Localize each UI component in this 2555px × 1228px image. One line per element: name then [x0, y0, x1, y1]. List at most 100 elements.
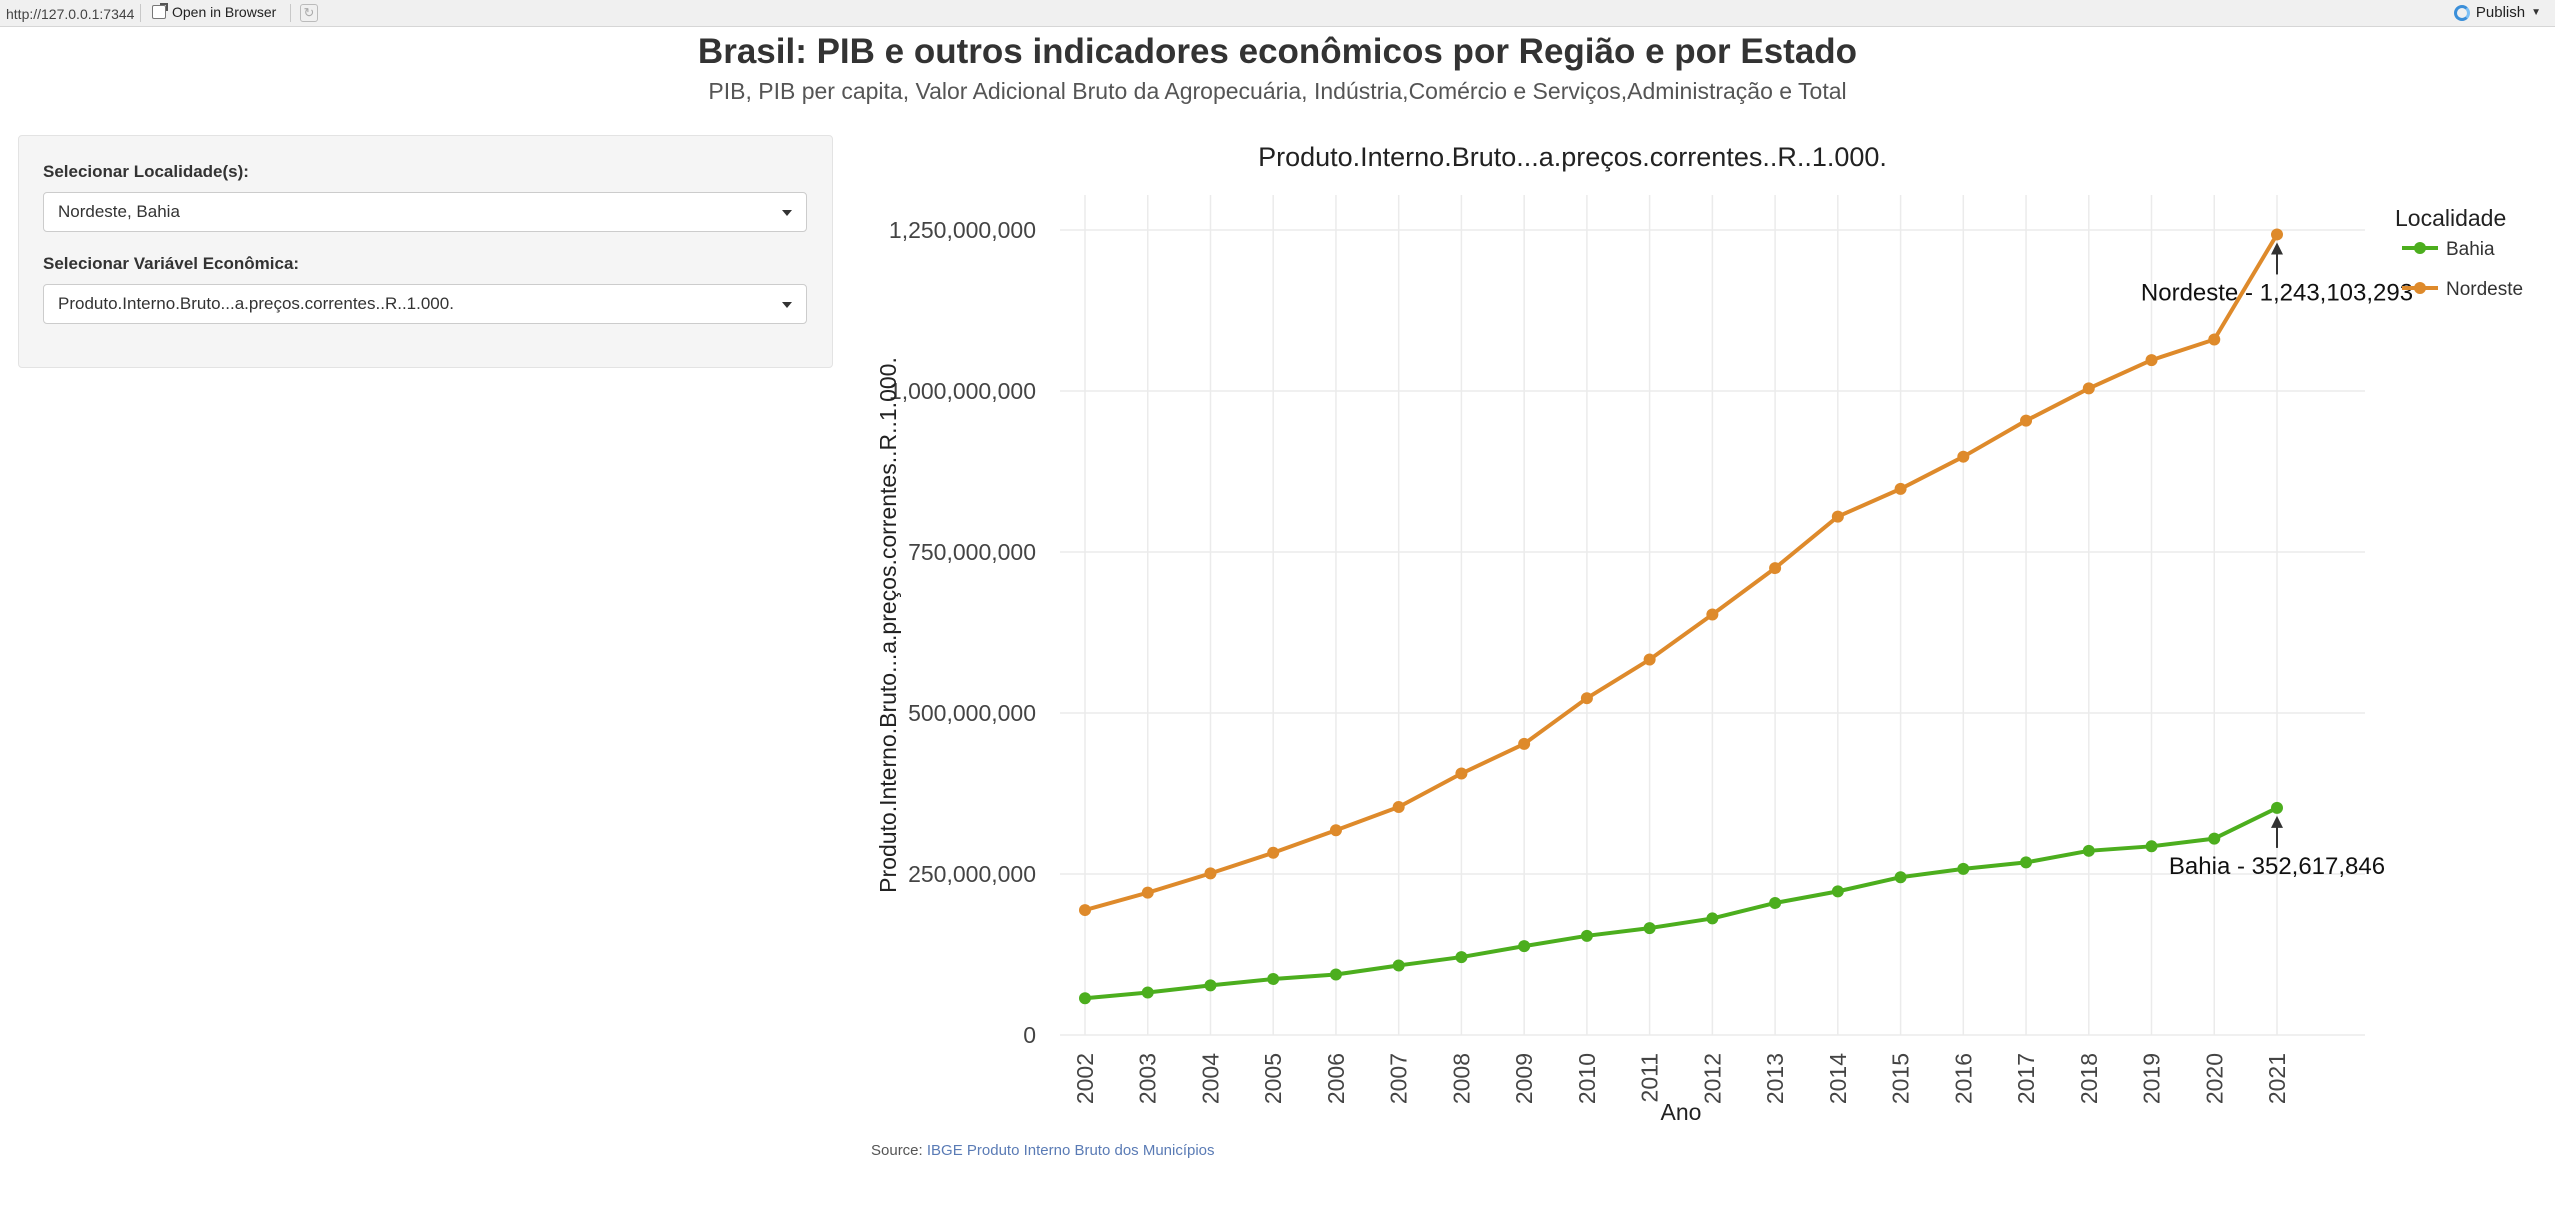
localidade-select[interactable]: Nordeste, Bahia: [43, 192, 807, 232]
chevron-down-icon: [782, 210, 792, 216]
legend-title: Localidade: [2395, 205, 2506, 231]
data-point-bahia: [2271, 801, 2283, 814]
y-tick-label: 500,000,000: [908, 700, 1036, 726]
data-point-nordeste: [1769, 562, 1782, 575]
x-tick-label: 2021: [2264, 1053, 2290, 1104]
chart-legend: Localidade Bahia Nordeste: [2395, 205, 2523, 300]
chart-title: Produto.Interno.Bruto...a.preços.corrent…: [1258, 142, 1887, 172]
external-window-icon: [152, 3, 168, 19]
x-tick-label: 2006: [1323, 1053, 1349, 1104]
y-tick-label: 0: [1023, 1022, 1036, 1048]
x-tick-label: 2016: [1950, 1053, 1976, 1104]
publish-label: Publish: [2475, 4, 2526, 21]
data-point-bahia: [2082, 844, 2095, 857]
toolbar-divider: [290, 4, 291, 22]
annotation-nordeste: Nordeste - 1,243,103,293: [2141, 242, 2413, 306]
x-tick-label: 2009: [1511, 1053, 1537, 1104]
variavel-selected-value: Produto.Interno.Bruto...a.preços.corrent…: [58, 294, 454, 313]
data-point-bahia: [1894, 871, 1907, 884]
browser-toolbar: http://127.0.0.1:7344 Open in Browser ↻ …: [0, 0, 2555, 27]
x-tick-label: 2019: [2139, 1053, 2165, 1104]
series-line-bahia: [1084, 806, 2278, 1001]
data-point-nordeste: [2208, 333, 2221, 346]
x-tick-label: 2018: [2076, 1053, 2102, 1104]
data-point-bahia: [1079, 992, 1091, 1005]
data-point-bahia: [1957, 862, 1970, 875]
y-tick-label: 1,000,000,000: [889, 378, 1036, 404]
open-in-browser-label: Open in Browser: [172, 4, 277, 20]
data-point-bahia: [1580, 929, 1593, 942]
data-point-bahia: [1769, 896, 1782, 909]
data-point-nordeste: [1455, 767, 1468, 780]
x-tick-label: 2017: [2013, 1053, 2039, 1104]
refresh-button[interactable]: ↻: [300, 4, 318, 22]
refresh-icon: ↻: [303, 5, 315, 20]
sidebar-panel: Selecionar Localidade(s): Nordeste, Bahi…: [18, 135, 833, 368]
data-point-nordeste: [2271, 228, 2283, 241]
data-point-bahia: [1643, 922, 1656, 935]
data-point-bahia: [1706, 912, 1719, 925]
data-point-bahia: [1141, 986, 1154, 999]
address-url[interactable]: http://127.0.0.1:7344: [6, 6, 135, 22]
localidade-selected-value: Nordeste, Bahia: [58, 202, 180, 221]
chevron-down-icon: ▼: [2531, 7, 2541, 18]
annotation-label: Bahia - 352,617,846: [2169, 853, 2385, 880]
open-in-browser-button[interactable]: Open in Browser: [152, 3, 277, 20]
x-tick-label: 2003: [1135, 1053, 1161, 1104]
x-tick-label: 2020: [2201, 1053, 2227, 1104]
x-tick-label: 2014: [1825, 1053, 1851, 1104]
data-point-nordeste: [2145, 354, 2158, 367]
page-subtitle: PIB, PIB per capita, Valor Adicional Bru…: [708, 78, 1847, 104]
annotation-arrowhead: [2271, 242, 2283, 255]
chevron-down-icon: [782, 302, 792, 308]
x-tick-label: 2010: [1574, 1053, 1600, 1104]
toolbar-divider: [140, 4, 141, 22]
data-point-bahia: [1518, 940, 1531, 953]
annotation-arrowhead: [2271, 815, 2283, 828]
data-point-nordeste: [1894, 482, 1907, 495]
data-point-nordeste: [1204, 867, 1217, 880]
source-prefix: Source:: [871, 1142, 923, 1159]
data-point-nordeste: [1706, 608, 1719, 621]
data-point-nordeste: [1580, 692, 1593, 705]
publish-button[interactable]: Publish ▼: [2453, 4, 2541, 21]
x-tick-label: 2015: [1888, 1053, 1914, 1104]
annotation-bahia: Bahia - 352,617,846: [2169, 815, 2385, 880]
data-point-bahia: [1831, 885, 1844, 898]
y-tick-label: 1,250,000,000: [889, 217, 1036, 243]
variavel-select[interactable]: Produto.Interno.Bruto...a.preços.corrent…: [43, 284, 807, 324]
data-point-bahia: [1204, 979, 1217, 992]
variavel-label: Selecionar Variável Econômica:: [43, 254, 300, 273]
y-axis-title: Produto.Interno.Bruto...a.preços.corrent…: [875, 357, 901, 893]
data-point-nordeste: [1267, 846, 1280, 859]
data-point-nordeste: [1831, 510, 1844, 523]
data-point-nordeste: [2020, 414, 2033, 427]
x-axis-title: Ano: [1661, 1099, 1702, 1125]
y-tick-label: 250,000,000: [908, 861, 1036, 887]
legend-label-nordeste: Nordeste: [2446, 279, 2523, 300]
publish-icon: [2453, 4, 2470, 21]
data-point-nordeste: [1079, 904, 1091, 917]
data-point-bahia: [2145, 840, 2158, 853]
data-point-nordeste: [1141, 886, 1154, 899]
page-title: Brasil: PIB e outros indicadores econômi…: [697, 32, 1858, 71]
data-point-bahia: [1455, 951, 1468, 964]
x-tick-label: 2008: [1448, 1053, 1474, 1104]
data-point-nordeste: [2082, 382, 2095, 395]
series-line-nordeste: [1084, 233, 2279, 912]
gdp-line-chart: Produto.Interno.Bruto...a.preços.corrent…: [875, 142, 2523, 1125]
x-tick-label: 2005: [1260, 1053, 1286, 1104]
source-link[interactable]: IBGE Produto Interno Bruto dos Município…: [926, 1142, 1215, 1159]
data-point-nordeste: [1643, 653, 1656, 666]
x-tick-label: 2004: [1197, 1053, 1223, 1104]
data-point-bahia: [2208, 832, 2221, 845]
legend-swatch-point: [2414, 242, 2426, 254]
data-point-bahia: [1392, 959, 1405, 972]
data-point-bahia: [1267, 972, 1280, 985]
x-tick-label: 2012: [1699, 1053, 1725, 1104]
data-point-bahia: [2020, 856, 2033, 869]
data-point-nordeste: [1392, 801, 1405, 814]
data-point-nordeste: [1518, 737, 1531, 750]
data-point-nordeste: [1957, 450, 1970, 463]
x-tick-label: 2007: [1386, 1053, 1412, 1104]
